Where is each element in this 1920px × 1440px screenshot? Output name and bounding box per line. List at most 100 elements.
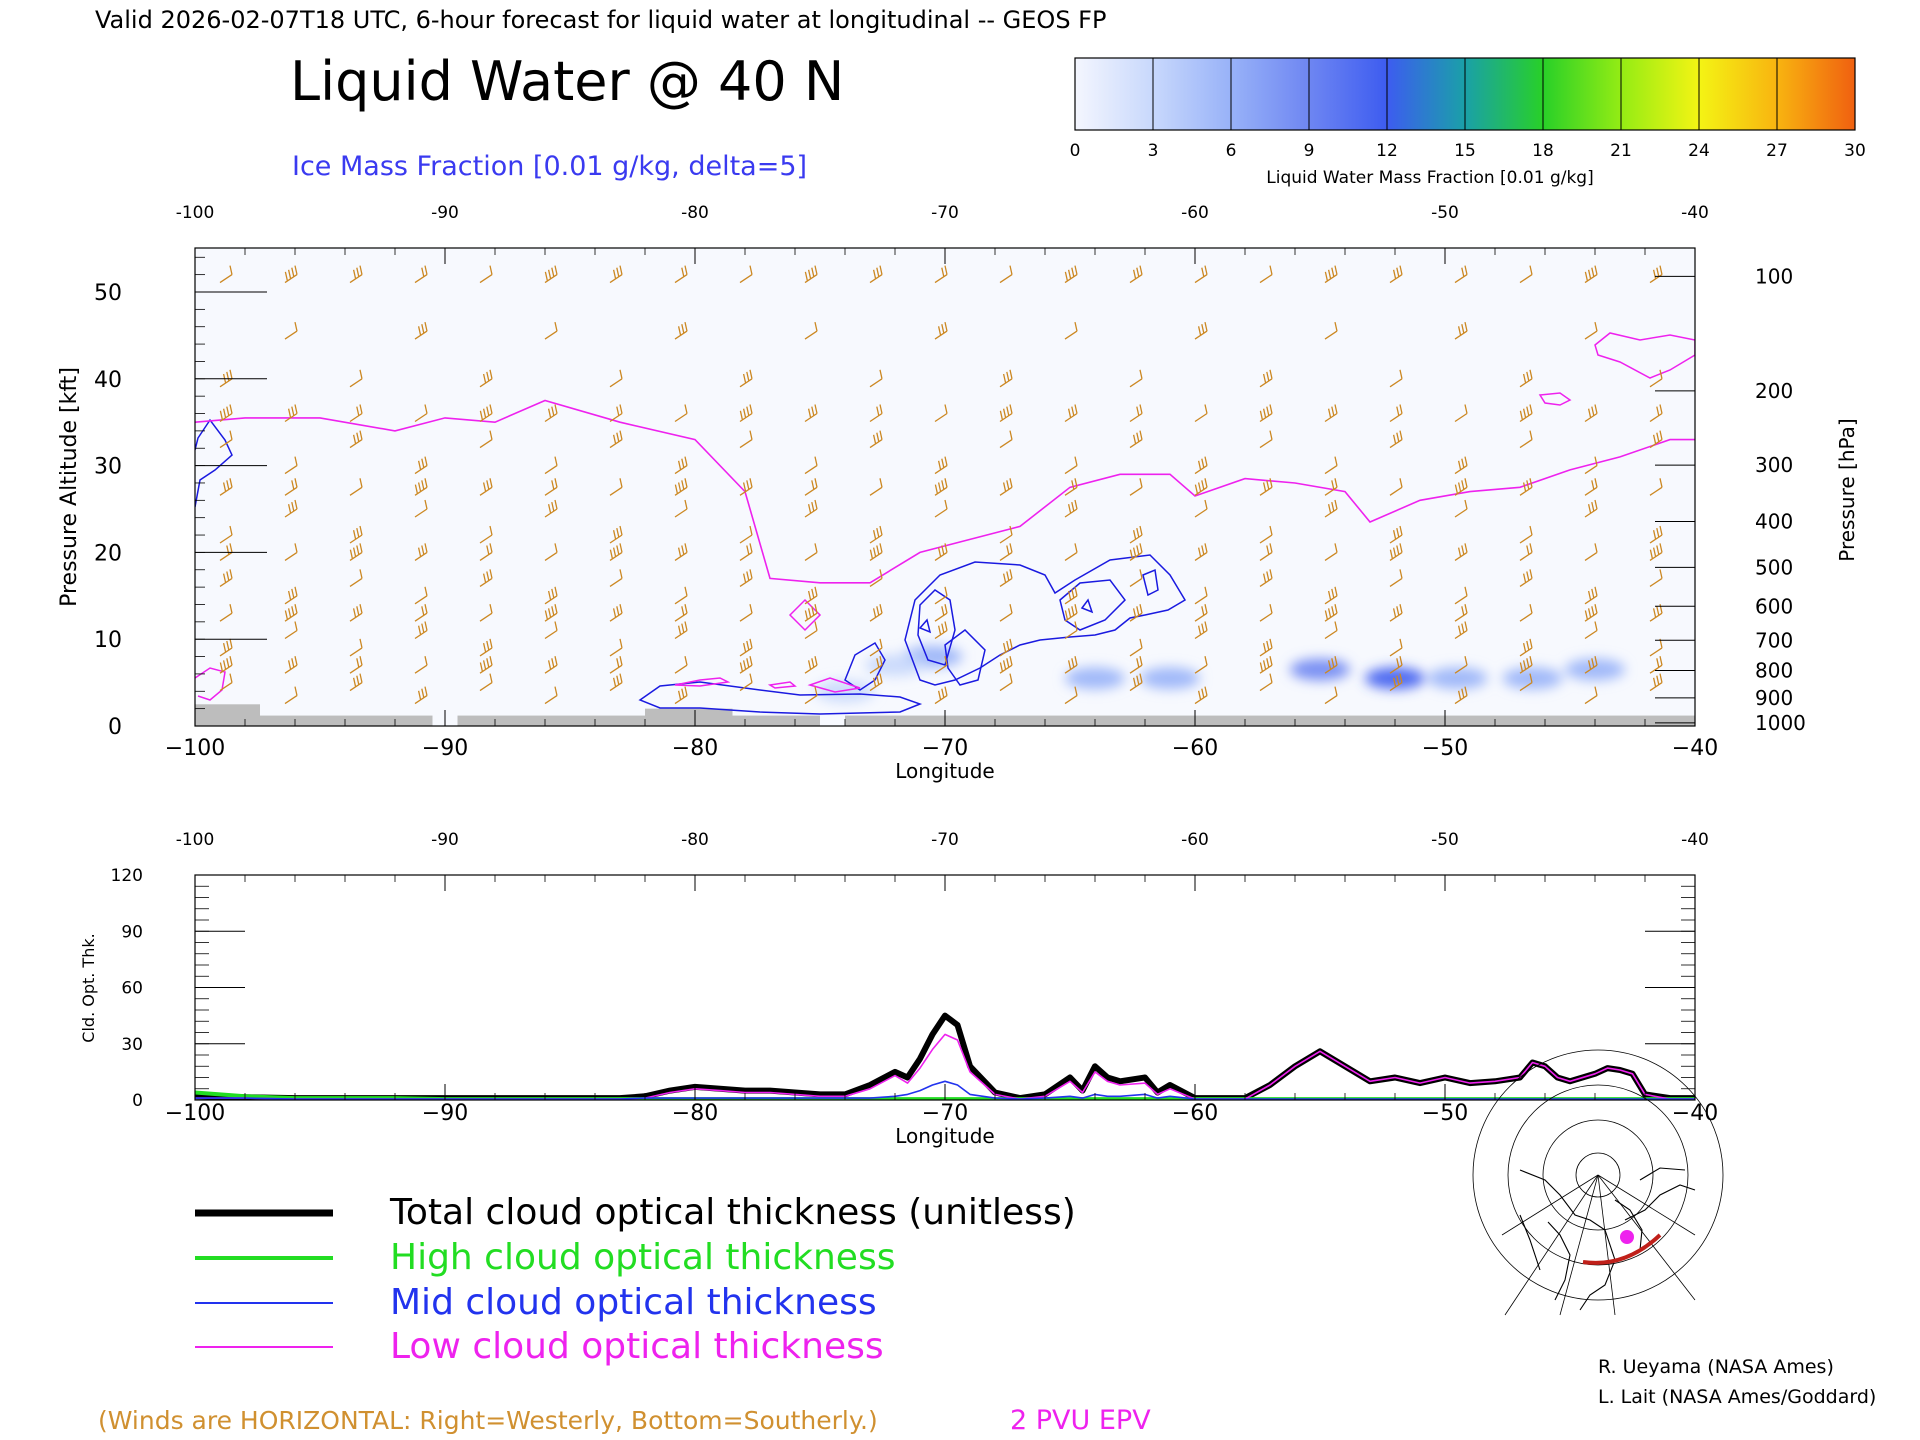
wind-barb [1584,478,1598,496]
map-graticule [1472,1049,1724,1316]
wind-barb [479,604,493,622]
wind-barb [284,265,298,284]
ground-mask [195,704,1695,726]
wind-barb [674,686,688,705]
wind-barb [1454,586,1468,605]
wind-barb [804,656,818,674]
wind-barb [934,478,948,496]
wind-barb [999,604,1013,622]
top-xlabel: Longitude [895,759,994,783]
series-line [195,1080,1695,1100]
wind-barb [609,656,623,674]
wind-barb [414,499,428,518]
pressure-tick-label: 1000 [1755,711,1806,735]
wind-barb [1584,586,1598,605]
wind-barb [934,604,948,622]
pressure-tick-label: 600 [1755,594,1793,618]
bottom-xlabel: Longitude [895,1124,994,1148]
wind-barb [1389,543,1403,561]
x-tick-label-bottom: −60 [1172,1101,1218,1126]
wind-barb [544,456,558,475]
wind-barb [1454,656,1468,674]
wind-barb [739,569,753,587]
wind-barb [934,265,948,284]
wind-barb [1649,569,1663,587]
wind-barb [544,604,558,622]
wind-barb [674,321,688,340]
wind-barb [544,478,558,496]
y-tick-label-left: 30 [94,455,122,480]
wind-barb [1389,430,1403,449]
wind-barb [1259,543,1273,561]
x-tick-label-bottom: −60 [1172,736,1218,761]
wind-barb [804,586,818,605]
wind-barb [219,369,233,388]
subtitle: Ice Mass Fraction [0.01 g/kg, delta=5] [292,151,807,182]
wind-barb [1324,478,1338,496]
wind-barb [1259,569,1273,587]
wind-barb [1259,478,1273,496]
wind-barb [934,499,948,518]
pressure-tick-label: 500 [1755,555,1793,579]
wind-barb [544,499,558,518]
liquid-water-patch [865,654,925,677]
wind-barb [1519,569,1533,587]
ice-contour [767,681,797,689]
wind-barb [414,586,428,605]
wind-barb [609,369,623,388]
wind-barb [479,478,493,496]
wind-barb [284,543,298,561]
wind-barb [934,686,948,705]
wind-barb [1259,673,1273,692]
wind-barb [414,604,428,622]
wind-barb [609,569,623,587]
ground-block [195,704,260,726]
wind-barb [1389,265,1403,284]
ice-contour [807,677,861,693]
x-tick-label-top: -60 [1181,203,1209,223]
wind-barb [414,456,428,475]
wind-barb [219,478,233,496]
wind-barb [1129,430,1143,449]
wind-barb [349,638,363,657]
wind-barb [1584,604,1598,622]
wind-barb [1324,604,1338,622]
wind-barb [1454,543,1468,561]
colorbar-tick-label: 18 [1532,141,1554,161]
bottom-ylabel: Cld. Opt. Thk. [79,933,98,1042]
bottom-panel: −100 -100 −90 -90 −80 -80 −70 -70 −60 -60 −50 -50 −4… [79,830,1718,1148]
ice-contour [195,667,226,701]
epv-2pvu-line [195,399,1695,584]
wind-barb [1194,499,1208,518]
x-tick-label-bottom: −70 [922,1101,968,1126]
y-tick-label: 30 [121,1035,143,1055]
wind-barb [284,499,298,518]
top-ylabel-left: Pressure Altitude [kft] [57,367,82,607]
wind-barb [219,543,233,561]
wind-barb [219,656,233,674]
wind-barb [1129,369,1143,388]
wind-barb [1324,265,1338,284]
wind-barb [869,673,883,692]
wind-barb [999,525,1013,544]
wind-barb [999,656,1013,674]
wind-barb [609,673,623,692]
wind-barb [479,525,493,544]
wind-barb [1064,604,1078,622]
wind-barb [934,404,948,423]
wind-barb [1129,404,1143,423]
ice-contour [944,629,986,686]
wind-barb [349,404,363,423]
winds-note: (Winds are HORIZONTAL: Right=Westerly, B… [98,1406,878,1435]
wind-barb [609,604,623,622]
wind-barb [1584,456,1598,475]
wind-barb [1259,656,1273,674]
wind-barb [479,265,493,284]
wind-barb [1324,456,1338,475]
wind-barb [414,656,428,674]
wind-barb [1129,543,1143,561]
wind-barb [1194,543,1208,561]
top-ylabel-right: Pressure [hPa] [1835,418,1859,561]
wind-barb [1649,369,1663,388]
wind-barb [739,430,753,449]
